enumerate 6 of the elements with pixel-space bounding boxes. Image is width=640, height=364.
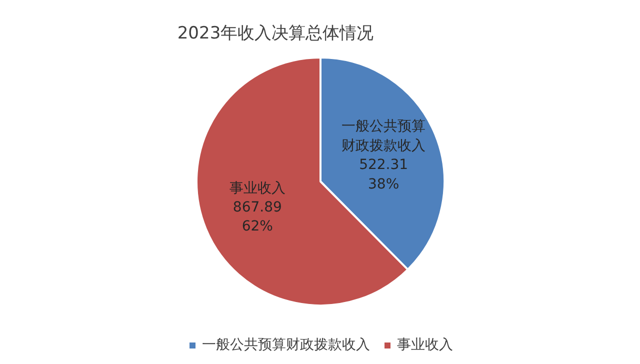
slice-label: 事业收入 <box>229 180 286 196</box>
chart-title: 2023年收入决算总体情况 <box>177 24 374 44</box>
data-label: 867.89 62% <box>232 199 282 235</box>
legend-label: 事业收入 <box>397 336 453 354</box>
data-label: 一般公共预算财政拨款收入 522.31 38% <box>342 118 426 192</box>
legend-label: 一般公共预算财政拨款收入 <box>202 336 370 354</box>
